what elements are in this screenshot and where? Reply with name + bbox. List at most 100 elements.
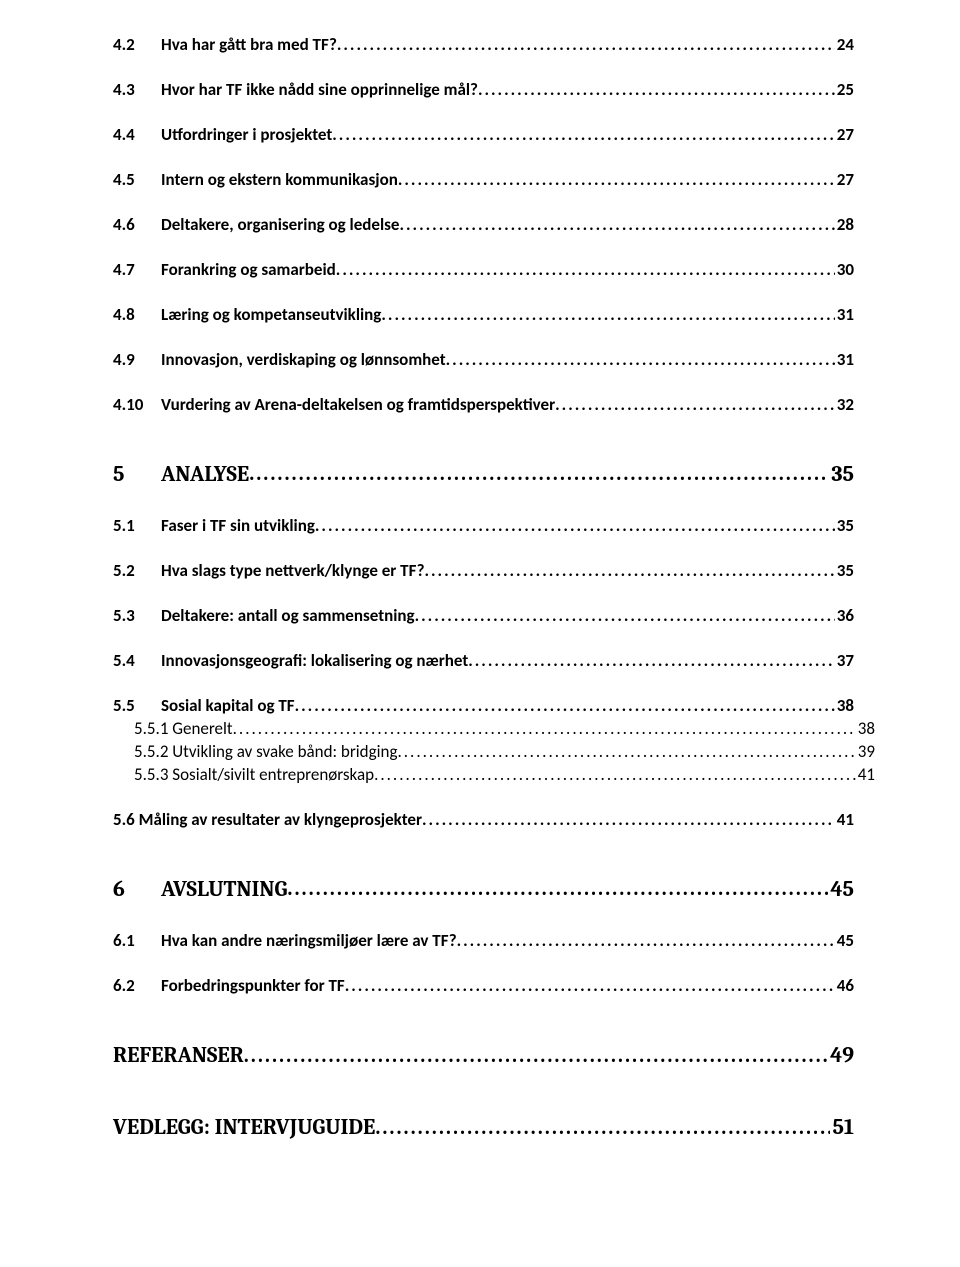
toc-title: Innovasjon, verdiskaping og lønnsomhet [161, 349, 446, 370]
toc-pagenum: 49 [828, 1042, 854, 1068]
toc-title: AVSLUTNING [161, 876, 287, 902]
toc-pagenum: 32 [835, 394, 854, 415]
toc-title: VEDLEGG: INTERVJUGUIDE [113, 1114, 375, 1140]
toc-number: 5.4 [113, 650, 161, 671]
toc-title: Hva har gått bra med TF? [161, 34, 337, 55]
toc-number: 4.6 [113, 214, 161, 235]
toc-pagenum: 38 [856, 718, 875, 739]
toc-section: REFERANSER 49 [113, 1042, 854, 1068]
toc-entry: 5.2 Hva slags type nettverk/klynge er TF… [113, 560, 854, 581]
toc-entry: 6.1 Hva kan andre næringsmiljøer lære av… [113, 930, 854, 951]
toc-leader [233, 718, 856, 739]
toc-title: Innovasjonsgeografi: lokalisering og nær… [161, 650, 468, 671]
toc-pagenum: 36 [835, 605, 854, 626]
toc-pagenum: 35 [829, 461, 854, 487]
toc-pagenum: 38 [835, 695, 854, 716]
toc-title: Læring og kompetanseutvikling [161, 304, 381, 325]
toc-pagenum: 41 [835, 809, 854, 830]
toc-entry: 4.10 Vurdering av Arena-deltakelsen og f… [113, 394, 854, 415]
toc-title: 5.6 Måling av resultater av klyngeprosje… [113, 809, 422, 830]
toc-section: VEDLEGG: INTERVJUGUIDE 51 [113, 1114, 854, 1140]
toc-pagenum: 31 [835, 304, 854, 325]
toc-title: Hva kan andre næringsmiljøer lære av TF? [161, 930, 457, 951]
toc-pagenum: 30 [835, 259, 854, 280]
toc-number: 6.2 [113, 975, 161, 996]
toc-pagenum: 27 [835, 169, 854, 190]
toc-title: Utfordringer i prosjektet [161, 124, 332, 145]
toc-number: 4.2 [113, 34, 161, 55]
toc-pagenum: 45 [835, 930, 854, 951]
toc-pagenum: 25 [835, 79, 854, 100]
toc-leader [415, 605, 835, 626]
toc-entry: 5.1 Faser i TF sin utvikling 35 [113, 515, 854, 536]
toc-pagenum: 27 [835, 124, 854, 145]
toc-title: Deltakere, organisering og ledelse [161, 214, 399, 235]
toc-title: Hva slags type nettverk/klynge er TF? [161, 560, 424, 581]
toc-title: Forankring og samarbeid [161, 259, 336, 280]
toc-entry: 4.5 Intern og ekstern kommunikasjon 27 [113, 169, 854, 190]
toc-entry: 4.3 Hvor har TF ikke nådd sine opprinnel… [113, 79, 854, 100]
toc-leader [249, 460, 829, 486]
toc-entry: 5.6 Måling av resultater av klyngeprosje… [113, 809, 854, 830]
toc-entry: 4.9 Innovasjon, verdiskaping og lønnsomh… [113, 349, 854, 370]
toc-entry: 5.3 Deltakere: antall og sammensetning 3… [113, 605, 854, 626]
toc-subentry: 5.5.1 Generelt 38 [113, 718, 875, 739]
toc-title: Hvor har TF ikke nådd sine opprinnelige … [161, 79, 478, 100]
toc-pagenum: 35 [835, 515, 854, 536]
toc-pagenum: 31 [835, 349, 854, 370]
toc-number: 6.1 [113, 930, 161, 951]
toc-pagenum: 37 [835, 650, 854, 671]
toc-title: 5.5.2 Utvikling av svake bånd: bridging [134, 741, 397, 762]
toc-leader [315, 515, 835, 536]
toc-leader [397, 741, 855, 762]
toc-title: 5.5.3 Sosialt/sivilt entreprenørskap [134, 764, 374, 785]
toc-title: Deltakere: antall og sammensetning [161, 605, 415, 626]
toc-title: REFERANSER [113, 1042, 244, 1068]
toc-number: 6 [113, 876, 161, 902]
toc-leader [375, 1114, 830, 1140]
toc-leader [424, 560, 834, 581]
toc-leader [555, 394, 835, 415]
toc-title: Intern og ekstern kommunikasjon [161, 169, 398, 190]
toc-pagenum: 39 [856, 741, 875, 762]
toc-subentry: 5.5.3 Sosialt/sivilt entreprenørskap 41 [113, 764, 875, 785]
toc-leader [422, 809, 835, 830]
toc-leader [478, 79, 835, 100]
toc-entry: 5.5 Sosial kapital og TF 38 [113, 695, 854, 716]
toc-page: 4.2 Hva har gått bra med TF? 24 4.3 Hvor… [0, 0, 960, 1174]
toc-entry: 4.8 Læring og kompetanseutvikling 31 [113, 304, 854, 325]
toc-leader [446, 349, 835, 370]
toc-number: 5.2 [113, 560, 161, 581]
toc-leader [374, 764, 856, 785]
toc-leader [468, 650, 835, 671]
toc-title: ANALYSE [161, 461, 249, 487]
toc-leader [295, 695, 835, 716]
toc-entry: 4.6 Deltakere, organisering og ledelse 2… [113, 214, 854, 235]
toc-leader [398, 169, 835, 190]
toc-pagenum: 41 [856, 764, 875, 785]
toc-section: 6 AVSLUTNING 45 [113, 876, 854, 902]
toc-number: 4.5 [113, 169, 161, 190]
toc-title: Vurdering av Arena-deltakelsen og framti… [161, 394, 555, 415]
toc-pagenum: 45 [828, 876, 854, 902]
toc-number: 4.8 [113, 304, 161, 325]
toc-leader [381, 304, 834, 325]
toc-pagenum: 24 [835, 34, 854, 55]
toc-number: 4.10 [113, 394, 161, 415]
toc-entry: 6.2 Forbedringspunkter for TF 46 [113, 975, 854, 996]
toc-subentry: 5.5.2 Utvikling av svake bånd: bridging … [113, 741, 875, 762]
toc-number: 4.4 [113, 124, 161, 145]
toc-leader [457, 930, 835, 951]
toc-entry: 4.2 Hva har gått bra med TF? 24 [113, 34, 854, 55]
toc-pagenum: 46 [835, 975, 854, 996]
toc-number: 5 [113, 461, 161, 487]
toc-number: 5.3 [113, 605, 161, 626]
toc-leader [244, 1042, 828, 1068]
toc-leader [337, 34, 835, 55]
toc-number: 4.3 [113, 79, 161, 100]
toc-title: Sosial kapital og TF [161, 695, 295, 716]
toc-number: 4.7 [113, 259, 161, 280]
toc-pagenum: 35 [835, 560, 854, 581]
toc-title: Faser i TF sin utvikling [161, 515, 315, 536]
toc-leader [287, 875, 828, 901]
